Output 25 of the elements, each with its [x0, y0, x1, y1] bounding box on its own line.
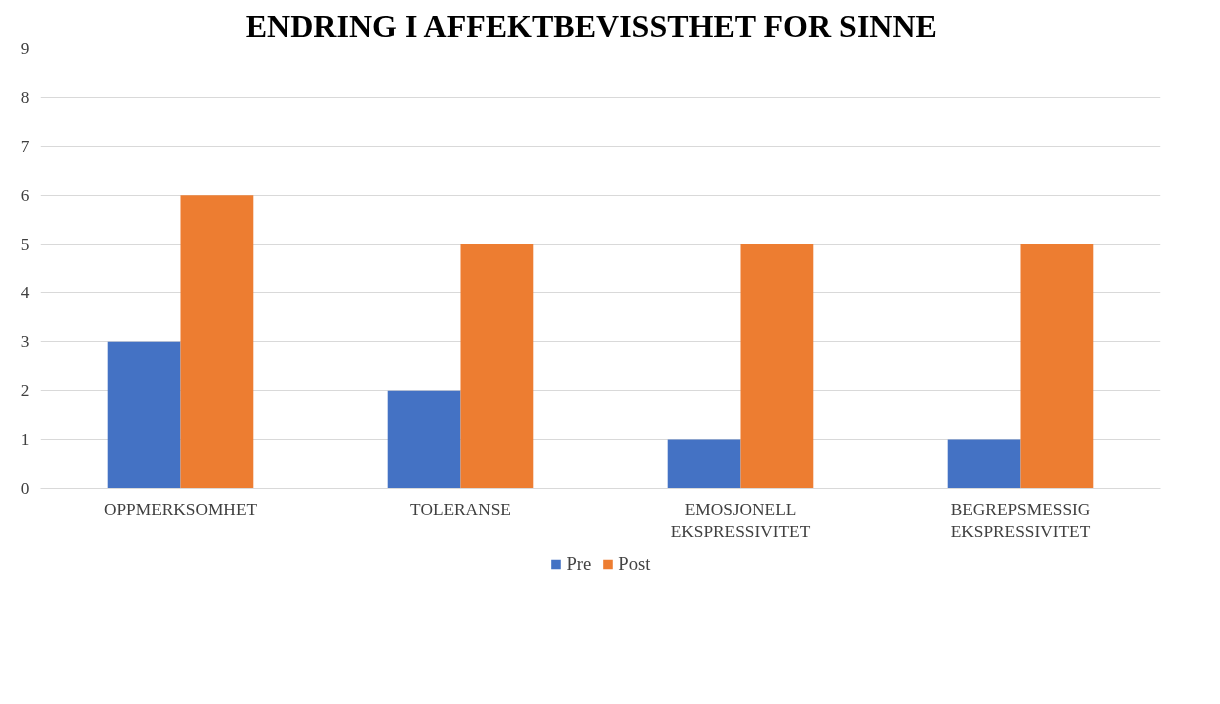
bar — [107, 341, 181, 489]
x-tick-label: BEGREPSMESSIG EKSPRESSIVITET — [950, 499, 1091, 542]
bar — [460, 244, 534, 489]
x-tick-label: EMOSJONELL EKSPRESSIVITET — [670, 499, 811, 542]
bar — [947, 439, 1021, 489]
y-tick-label: 0 — [20, 479, 30, 498]
legend-label: Post — [618, 553, 651, 575]
y-tick-label: 8 — [20, 87, 30, 107]
y-tick-label: 4 — [20, 283, 30, 303]
y-tick-label: 1 — [20, 430, 30, 450]
y-tick-label: 3 — [20, 332, 30, 352]
legend-label: Pre — [566, 553, 592, 575]
bar — [740, 244, 814, 489]
y-tick-label: 7 — [20, 136, 30, 156]
bar — [1020, 244, 1094, 489]
bar — [667, 439, 741, 489]
y-tick-label: 9 — [20, 39, 30, 58]
x-tick-label: OPPMERKSOMHET — [103, 499, 258, 519]
y-tick-label: 2 — [20, 381, 30, 401]
bar — [387, 390, 461, 489]
y-tick-label: 6 — [20, 185, 30, 205]
y-tick-label: 5 — [20, 234, 30, 254]
bar — [180, 195, 254, 489]
chart-title: ENDRING I AFFEKTBEVISSTHET FOR SINNE — [245, 7, 937, 44]
x-tick-label: TOLERANSE — [410, 499, 511, 519]
